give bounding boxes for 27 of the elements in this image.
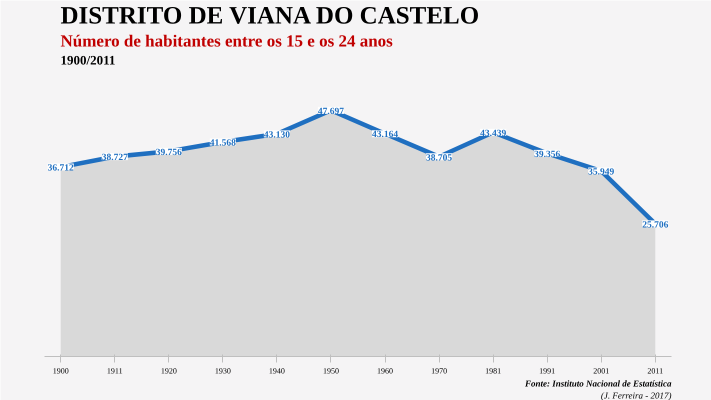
chart-subtitle: Número de habitantes entre os 15 e os 24 anos xyxy=(60,32,394,50)
x-tick-label: 1930 xyxy=(214,366,231,376)
data-label: 43.130 xyxy=(264,130,290,140)
x-tick-label: 1981 xyxy=(485,366,502,376)
data-label: 35.949 xyxy=(588,167,615,178)
x-tick-label: 1900 xyxy=(52,366,69,376)
chart-title: DISTRITO DE VIANA DO CASTELO xyxy=(60,2,480,30)
x-tick-label: 2001 xyxy=(593,366,610,376)
data-label: 39.356 xyxy=(534,150,560,160)
x-tick-label: 1960 xyxy=(377,366,394,376)
data-label: 36.712 xyxy=(48,164,74,174)
source-note: Fonte: Instituto Nacional de Estatística xyxy=(524,378,672,388)
data-label: 38.727 xyxy=(102,153,128,164)
data-label: 43.439 xyxy=(480,128,506,139)
x-tick-label: 1950 xyxy=(322,366,339,376)
data-label: 25.706 xyxy=(642,220,669,230)
x-tick-label: 1970 xyxy=(431,366,448,376)
x-tick-label: 2011 xyxy=(647,366,664,376)
data-label: 39.756 xyxy=(156,148,182,158)
data-label: 38.705 xyxy=(426,153,452,164)
data-label: 43.164 xyxy=(372,130,398,140)
data-label: 41.568 xyxy=(210,138,236,148)
x-tick-label: 1911 xyxy=(106,366,123,376)
x-tick-label: 1920 xyxy=(160,366,177,376)
x-tick-label: 1940 xyxy=(268,366,285,376)
annotation: 1900/2011 xyxy=(60,52,116,68)
x-tick-label: 1991 xyxy=(539,366,556,376)
